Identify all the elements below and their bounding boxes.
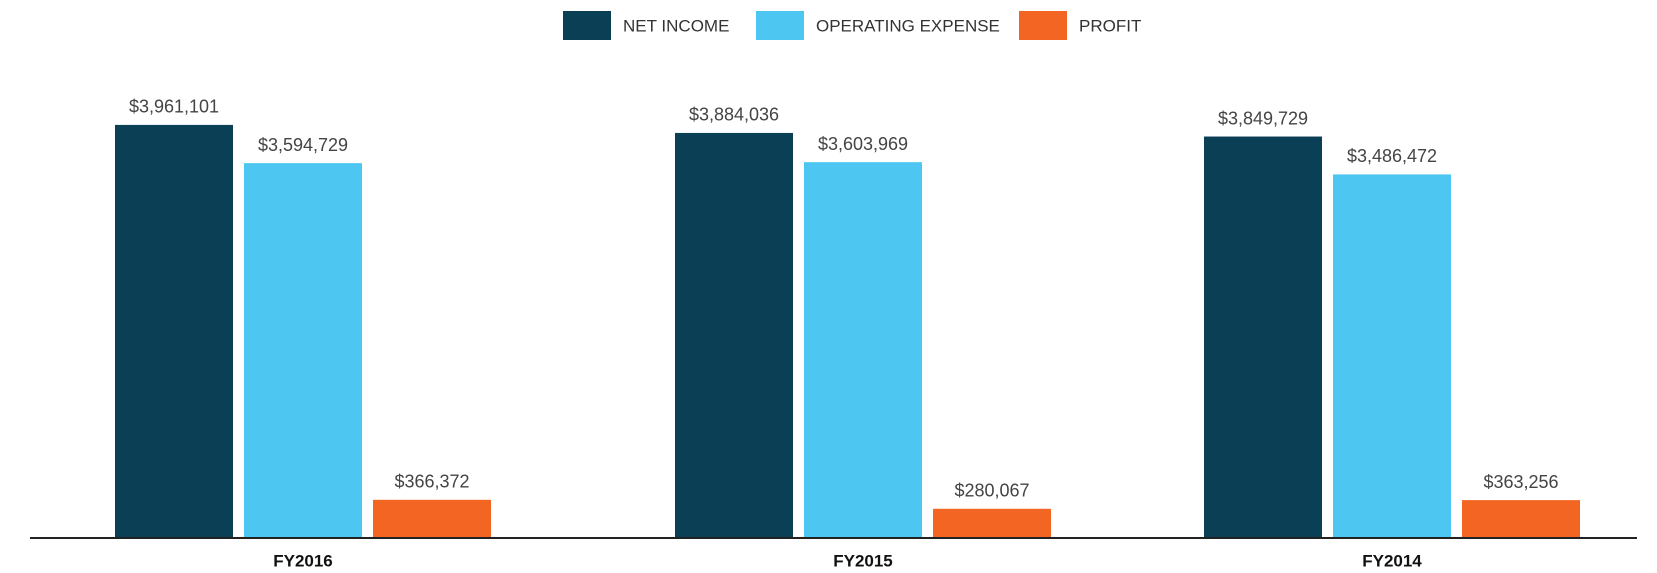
value-label: $280,067: [954, 481, 1029, 501]
value-label: $3,594,729: [258, 135, 348, 155]
bar: [373, 499, 491, 538]
value-label: $3,486,472: [1347, 146, 1437, 166]
legend-swatch: [1019, 11, 1067, 40]
bar: [675, 132, 793, 538]
x-tick-label: FY2015: [833, 551, 893, 570]
value-label: $3,884,036: [689, 105, 779, 125]
x-tick-label: FY2014: [1362, 551, 1422, 570]
bar: [1204, 136, 1322, 538]
bar: [1333, 174, 1451, 539]
legend-swatch: [563, 11, 611, 40]
bar: [804, 162, 922, 538]
value-label: $3,849,729: [1218, 108, 1308, 128]
bar: [244, 163, 362, 538]
x-tick-label: FY2016: [273, 551, 333, 570]
legend-swatch: [756, 11, 804, 40]
bar: [115, 124, 233, 538]
value-label: $363,256: [1483, 472, 1558, 492]
legend-label: NET INCOME: [623, 16, 729, 35]
legend-label: OPERATING EXPENSE: [816, 16, 1000, 35]
value-label: $3,603,969: [818, 134, 908, 154]
value-label: $366,372: [394, 472, 469, 492]
bar: [1462, 500, 1580, 538]
legend-label: PROFIT: [1079, 16, 1141, 35]
bar: [933, 508, 1051, 538]
value-label: $3,961,101: [129, 97, 219, 117]
